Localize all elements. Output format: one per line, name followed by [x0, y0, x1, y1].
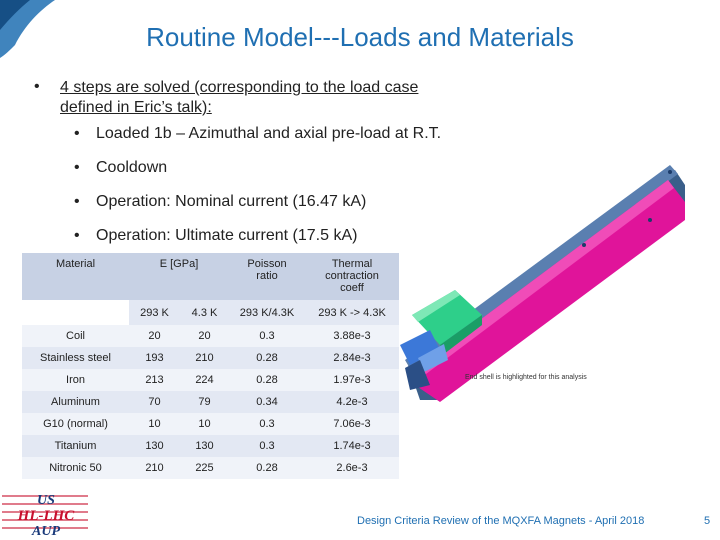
table-row: G10 (normal) 10 10 0.3 7.06e-3 — [22, 413, 399, 435]
main-bullet-line-2: defined in Eric’s talk): — [60, 99, 212, 116]
fea-model-render — [400, 165, 685, 402]
table-cell: G10 (normal) — [22, 413, 129, 435]
sub-bullet-text: Operation: Ultimate current (17.5 kA) — [96, 227, 358, 244]
bullet-marker: • — [74, 193, 80, 210]
slide-title: Routine Model---Loads and Materials — [146, 22, 574, 52]
us-hl-lhc-aup-logo: US HL-LHC AUP — [2, 493, 88, 539]
table-subheader-row: 293 K 4.3 K 293 K/4.3K 293 K -> 4.3K — [22, 300, 399, 325]
table-cell — [22, 300, 129, 325]
header-poisson-line: Poisson — [247, 258, 287, 270]
table-cell: 7.06e-3 — [305, 413, 399, 435]
svg-text:AUP: AUP — [31, 524, 60, 539]
sub-bullet-text: Cooldown — [96, 159, 168, 176]
bullet-marker: • — [74, 159, 80, 176]
table-cell: Nitronic 50 — [22, 457, 129, 479]
table-cell: 10 — [129, 413, 180, 435]
table-cell: 0.34 — [229, 391, 305, 413]
table-header-row: Material E [GPa] Poisson ratio Thermal c… — [22, 253, 399, 300]
table-cell: 224 — [180, 369, 229, 391]
svg-text:HL-LHC: HL-LHC — [17, 508, 76, 524]
header-e: E [GPa] — [129, 253, 229, 300]
header-poisson: Poisson ratio — [229, 253, 305, 300]
table-cell: 130 — [129, 435, 180, 457]
table-cell: 293 K -> 4.3K — [305, 300, 399, 325]
sub-bullet-text: Operation: Nominal current (16.47 kA) — [96, 193, 367, 210]
table-cell: Titanium — [22, 435, 129, 457]
header-thermal-line: Thermal — [331, 258, 373, 270]
bullet-marker: • — [74, 125, 80, 142]
bullet-marker: • — [34, 78, 40, 95]
corner-decoration — [0, 0, 55, 58]
header-material: Material — [22, 253, 129, 300]
table-cell: Iron — [22, 369, 129, 391]
table-row: Nitronic 50 210 225 0.28 2.6e-3 — [22, 457, 399, 479]
table-cell: 20 — [129, 325, 180, 347]
table-row: Stainless steel 193 210 0.28 2.84e-3 — [22, 347, 399, 369]
table-cell: 0.3 — [229, 413, 305, 435]
table-cell: 210 — [129, 457, 180, 479]
sub-bullet-text: Loaded 1b – Azimuthal and axial pre-load… — [96, 125, 442, 142]
table-row: Coil 20 20 0.3 3.88e-3 — [22, 325, 399, 347]
table-cell: 213 — [129, 369, 180, 391]
main-bullet-line-1: 4 steps are solved (corresponding to the… — [60, 79, 419, 96]
table-cell: 0.28 — [229, 369, 305, 391]
table-cell: 1.97e-3 — [305, 369, 399, 391]
table-row: Iron 213 224 0.28 1.97e-3 — [22, 369, 399, 391]
table-cell: Coil — [22, 325, 129, 347]
materials-table: Material E [GPa] Poisson ratio Thermal c… — [22, 253, 399, 479]
table-cell: 225 — [180, 457, 229, 479]
table-row: Titanium 130 130 0.3 1.74e-3 — [22, 435, 399, 457]
table-cell: 20 — [180, 325, 229, 347]
table-cell: 0.28 — [229, 347, 305, 369]
table-cell: 193 — [129, 347, 180, 369]
table-cell: 293 K — [129, 300, 180, 325]
table-cell: 293 K/4.3K — [229, 300, 305, 325]
table-cell: Stainless steel — [22, 347, 129, 369]
table-cell: 0.3 — [229, 325, 305, 347]
table-cell: 4.3 K — [180, 300, 229, 325]
table-cell: 0.3 — [229, 435, 305, 457]
table-cell: 3.88e-3 — [305, 325, 399, 347]
table-cell: 10 — [180, 413, 229, 435]
bullet-marker: • — [74, 227, 80, 244]
page-number: 5 — [704, 515, 711, 527]
table-cell: 0.28 — [229, 457, 305, 479]
render-caption: End shell is highlighted for this analys… — [465, 374, 587, 381]
table-cell: 2.6e-3 — [305, 457, 399, 479]
header-thermal: Thermal contraction coeff — [305, 253, 399, 300]
table-cell: 79 — [180, 391, 229, 413]
table-cell: 130 — [180, 435, 229, 457]
table-cell: Aluminum — [22, 391, 129, 413]
table-cell: 210 — [180, 347, 229, 369]
header-thermal-line: coeff — [340, 282, 364, 294]
header-poisson-line: ratio — [256, 270, 278, 282]
main-bullet-text: 4 steps are solved (corresponding to the… — [60, 78, 510, 118]
table-row: Aluminum 70 79 0.34 4.2e-3 — [22, 391, 399, 413]
table-cell: 2.84e-3 — [305, 347, 399, 369]
footer-text: Design Criteria Review of the MQXFA Magn… — [357, 515, 645, 527]
table-cell: 1.74e-3 — [305, 435, 399, 457]
header-thermal-line: contraction — [325, 270, 379, 282]
table-cell: 4.2e-3 — [305, 391, 399, 413]
table-cell: 70 — [129, 391, 180, 413]
svg-text:US: US — [37, 493, 55, 508]
